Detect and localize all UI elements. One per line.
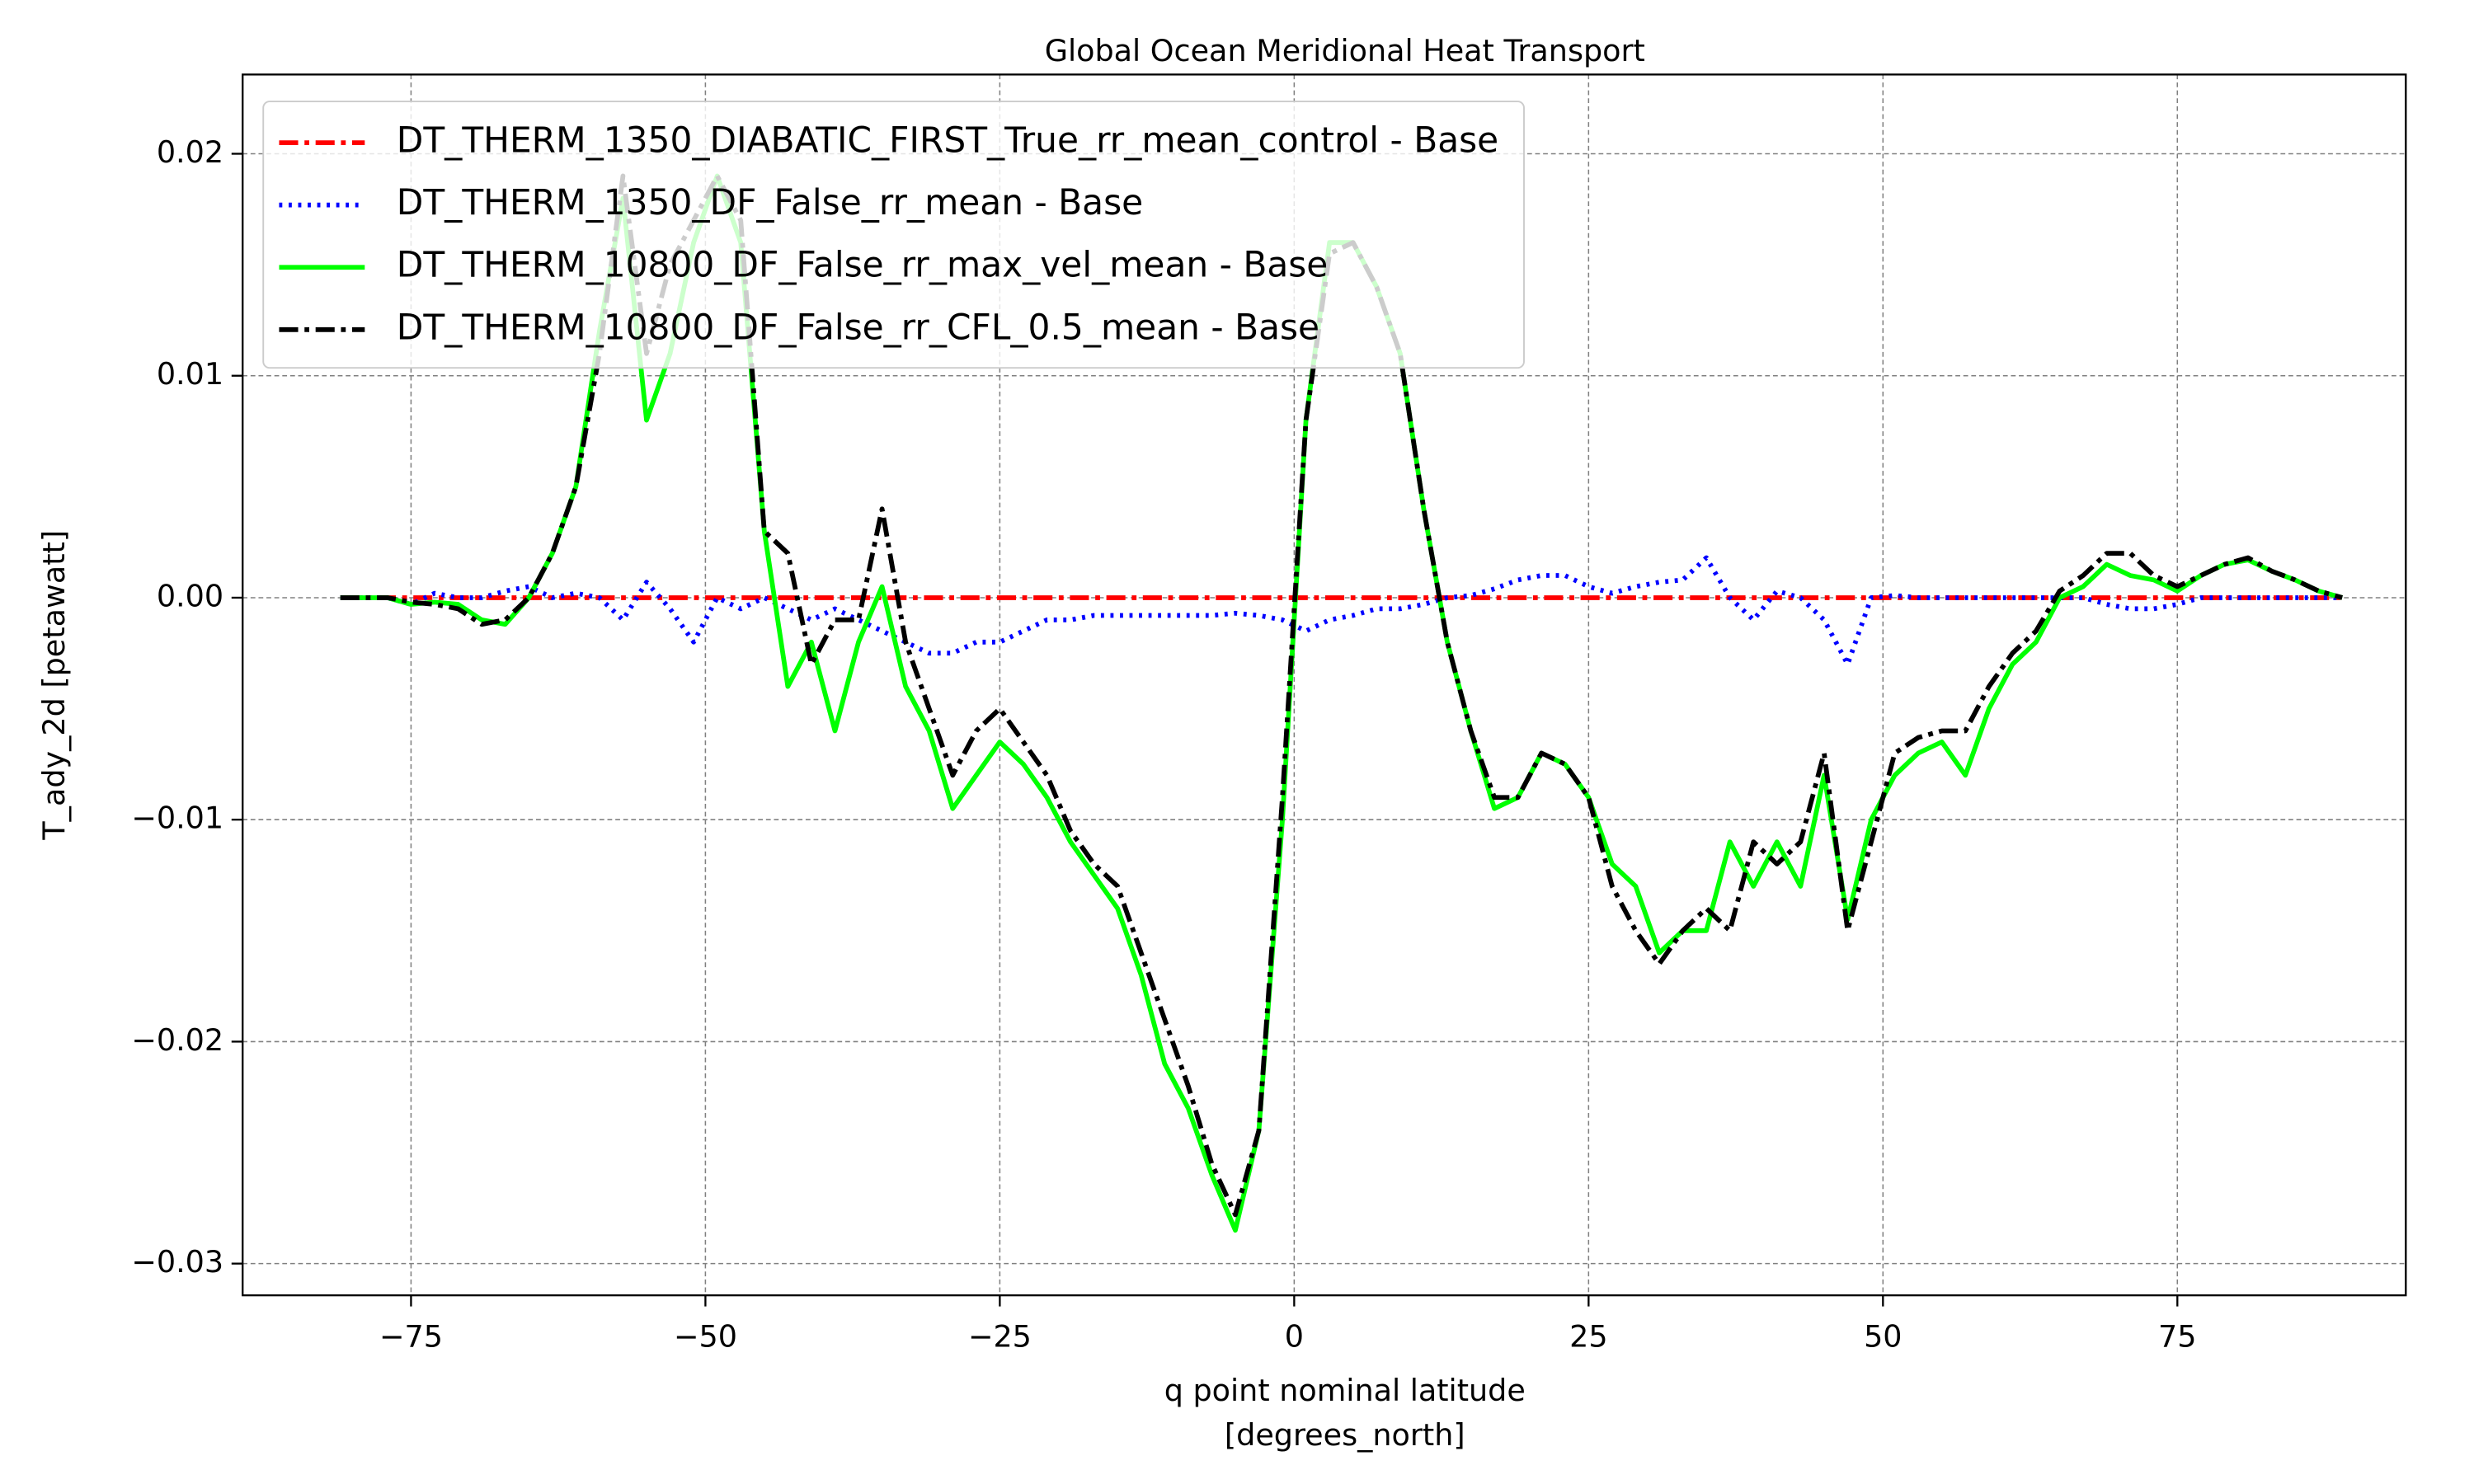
chart-title: Global Ocean Meridional Heat Transport	[1045, 33, 1645, 68]
legend-label: DT_THERM_1350_DF_False_rr_mean - Base	[397, 182, 1143, 223]
x-tick-label: 25	[1569, 1319, 1607, 1355]
x-axis-label: q point nominal latitude	[1164, 1373, 1526, 1408]
x-tick-label: −75	[379, 1319, 443, 1355]
y-tick-label: 0.01	[157, 356, 223, 392]
x-tick-label: 75	[2158, 1319, 2196, 1355]
legend-box	[262, 101, 1525, 369]
y-tick-label: 0.02	[157, 134, 223, 170]
x-axis-label: [degrees_north]	[1225, 1417, 1465, 1453]
axes-frame	[242, 73, 2407, 1297]
x-tick-label: −25	[968, 1319, 1032, 1355]
y-tick-label: −0.02	[131, 1022, 223, 1058]
x-tick-label: −50	[674, 1319, 737, 1355]
y-tick-label: −0.03	[131, 1244, 223, 1280]
y-tick-label: −0.01	[131, 801, 223, 836]
x-tick-label: 0	[1285, 1319, 1304, 1355]
legend-label: DT_THERM_10800_DF_False_rr_CFL_0.5_mean …	[397, 307, 1319, 347]
ticks: −75 −50 −25 0 25 50 75 −0.03 −0.02 −0.01 0.00 0.01 0…	[131, 134, 2196, 1355]
y-tick-label: 0.00	[157, 578, 223, 613]
legend-label: DT_THERM_1350_DIABATIC_FIRST_True_rr_mea…	[397, 120, 1498, 161]
legend-label: DT_THERM_10800_DF_False_rr_max_vel_mean …	[397, 245, 1329, 285]
legend: DT_THERM_1350_DIABATIC_FIRST_True_rr_mea…	[262, 101, 1525, 369]
y-axis-label: T_ady_2d [petawatt]	[36, 530, 72, 841]
series-line	[340, 555, 2343, 667]
x-tick-label: 50	[1864, 1319, 1902, 1355]
